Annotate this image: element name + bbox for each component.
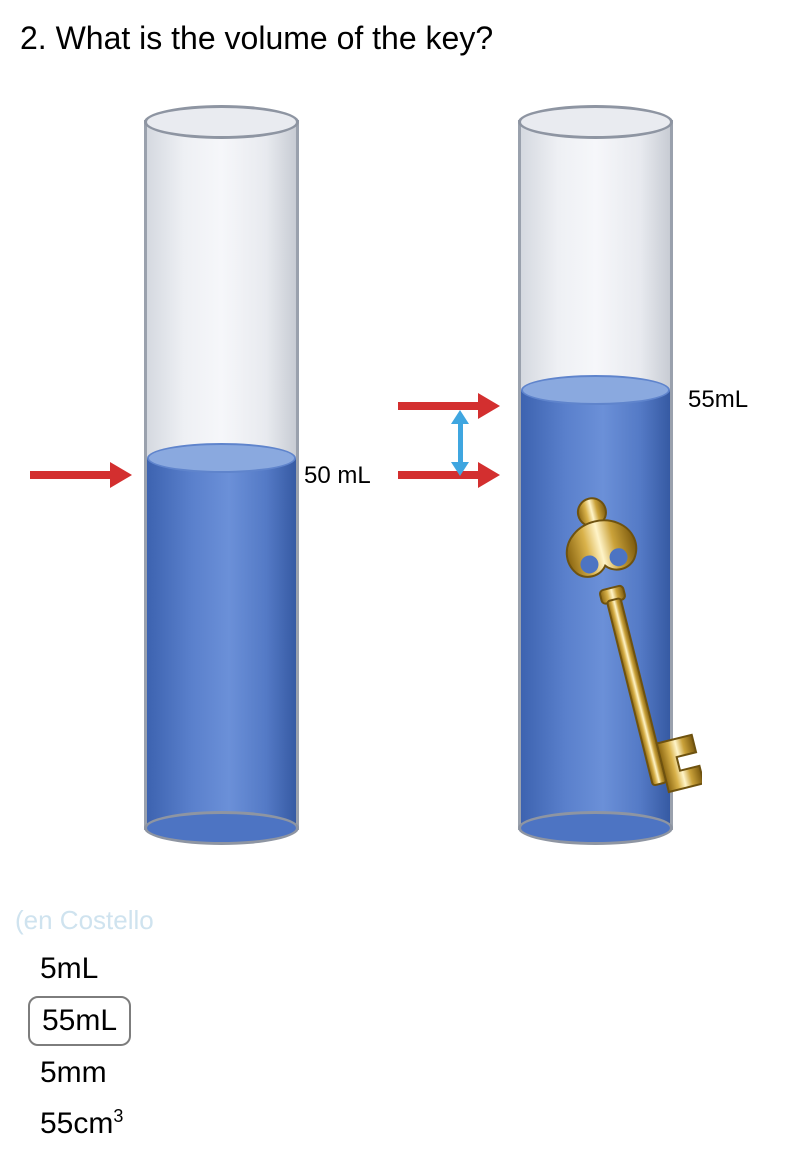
credit-text: (en Costello xyxy=(15,905,154,936)
arrow-down-icon xyxy=(451,462,469,476)
cylinder-right-water xyxy=(521,390,670,828)
arrow-shaft xyxy=(398,402,478,410)
displacement-arrow xyxy=(455,410,465,476)
cylinder-left-water xyxy=(147,458,296,828)
arrow-shaft xyxy=(30,471,110,479)
cylinder-left-water-surface xyxy=(147,443,296,473)
arrow-head-icon xyxy=(478,393,500,419)
cylinder-right-rim xyxy=(518,105,673,139)
cylinder-right xyxy=(518,105,673,845)
cylinder-left xyxy=(144,105,299,845)
cylinder-left-base xyxy=(144,811,299,845)
cylinder-right-base xyxy=(518,811,673,845)
answer-options: 5mL 55mL 5mm 55cm3 xyxy=(28,942,135,1151)
question-body: What is the volume of the key? xyxy=(56,20,494,56)
cylinder-left-rim xyxy=(144,105,299,139)
option-a[interactable]: 5mL xyxy=(28,946,110,992)
option-c[interactable]: 5mm xyxy=(28,1050,119,1096)
arrow-head-icon xyxy=(478,462,500,488)
option-b[interactable]: 55mL xyxy=(28,996,131,1046)
option-d[interactable]: 55cm3 xyxy=(28,1100,135,1147)
arrow-head-icon xyxy=(110,462,132,488)
question-number: 2. xyxy=(20,20,47,56)
label-50ml: 50 mL xyxy=(304,462,371,490)
cylinder-right-water-surface xyxy=(521,375,670,405)
arrow-line xyxy=(458,420,463,466)
diagram: 50 mL 55mL xyxy=(0,90,800,910)
question-text: 2. What is the volume of the key? xyxy=(20,20,493,57)
label-55ml: 55mL xyxy=(688,386,748,414)
